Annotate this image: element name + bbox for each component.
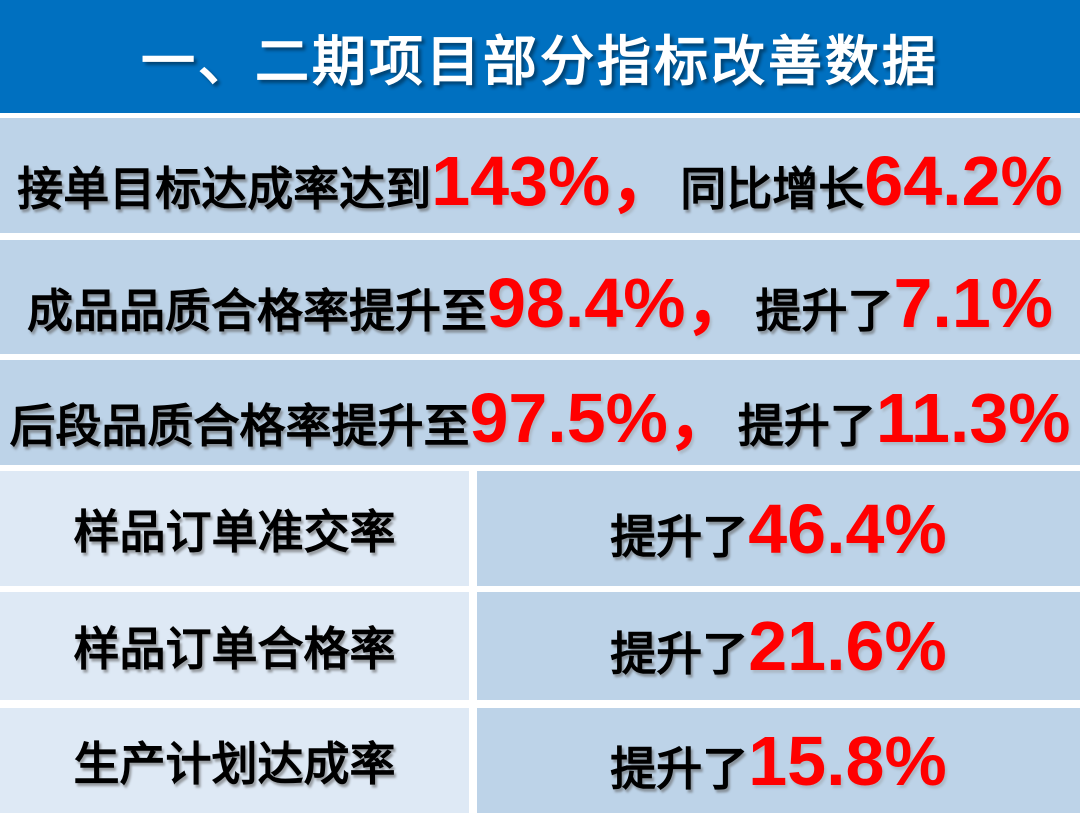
metric-value-cell: 提升了21.6% [477,592,1080,700]
metric-value: 46.4% [748,489,947,568]
metric-line: 提升了15.8% [610,721,946,801]
metric-label-cell: 样品订单准交率 [0,471,469,586]
metric-line: 后段品质合格率提升至97.5%，提升了11.3% [9,362,1070,463]
metric-text: 成品品质合格率提升至 [26,284,487,337]
metric-line: 成品品质合格率提升至98.4%，提升了7.1% [27,247,1053,348]
metric-label: 样品订单准交率 [73,505,396,558]
metric-value: 143%， [431,142,681,220]
metric-row-order-target: 接单目标达成率达到143%，同比增长64.2% [0,118,1080,233]
metric-label: 样品订单合格率 [73,623,396,675]
metric-prefix: 提升了 [610,742,749,795]
metric-label: 生产计划达成率 [73,737,396,790]
metric-label-cell: 生产计划达成率 [0,708,469,813]
metric-value: 98.4%， [486,263,756,342]
metric-value: 97.5%， [469,379,738,457]
metric-value: 7.1% [893,263,1054,342]
metric-text: 接单目标达成率达到 [17,163,432,215]
metric-prefix: 提升了 [610,510,749,563]
metric-row-backend-quality: 后段品质合格率提升至97.5%，提升了11.3% [0,360,1080,465]
metric-line: 提升了46.4% [610,489,946,569]
metric-label-cell: 样品订单合格率 [0,592,469,700]
metric-value-cell: 提升了46.4% [477,471,1080,586]
page-title: 一、二期项目部分指标改善数据 [141,32,939,92]
metric-row-sample-ontime: 样品订单准交率 提升了46.4% [0,471,1080,586]
metric-value-cell: 提升了15.8% [477,708,1080,813]
metric-value: 21.6% [748,607,947,685]
metric-row-product-quality: 成品品质合格率提升至98.4%，提升了7.1% [0,240,1080,354]
metric-line: 接单目标达成率达到143%，同比增长64.2% [17,125,1063,226]
metric-value: 64.2% [864,142,1063,220]
metric-value: 11.3% [875,379,1071,457]
metric-prefix: 提升了 [610,628,749,680]
metric-value: 15.8% [748,721,947,800]
metric-line: 提升了21.6% [610,606,946,686]
metric-text: 提升了 [755,284,894,337]
header-banner: 一、二期项目部分指标改善数据 [0,0,1080,113]
metric-row-production-plan: 生产计划达成率 提升了15.8% [0,708,1080,813]
metric-row-sample-quality: 样品订单合格率 提升了21.6% [0,592,1080,700]
metric-text: 同比增长 [680,163,865,215]
metric-text: 提升了 [737,400,876,452]
metric-text: 后段品质合格率提升至 [9,400,470,452]
